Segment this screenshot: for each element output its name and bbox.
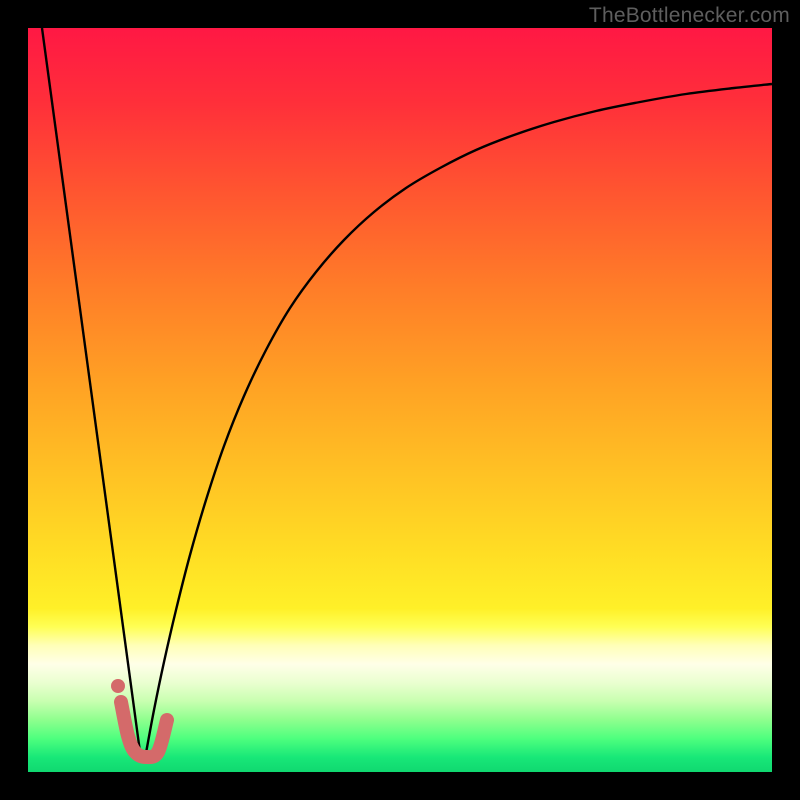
plot-background xyxy=(28,28,772,772)
bottleneck-chart xyxy=(0,0,800,800)
valley-marker-dots xyxy=(111,679,125,693)
stage: TheBottlenecker.com xyxy=(0,0,800,800)
